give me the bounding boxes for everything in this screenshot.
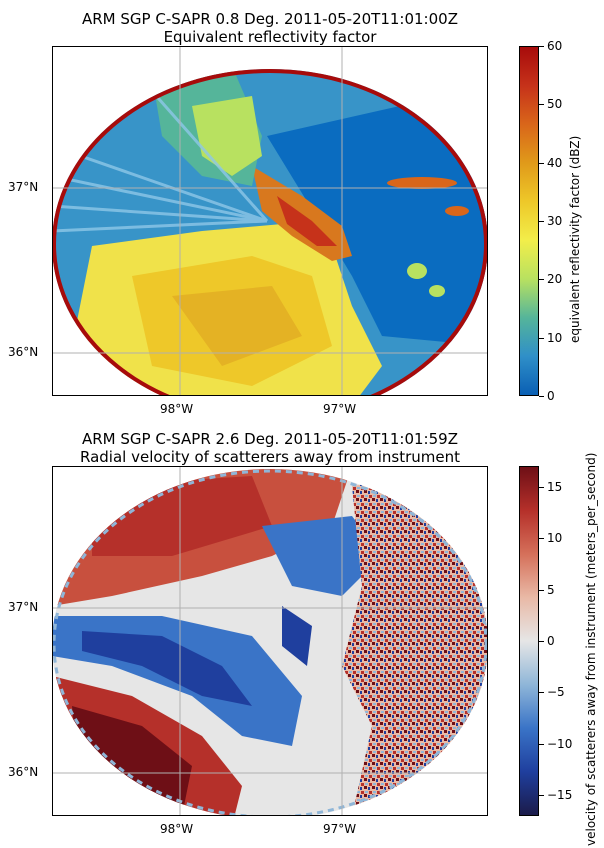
colorbar-tick [539, 795, 544, 797]
colorbar-tick [539, 589, 544, 591]
colorbar-tick [539, 337, 544, 339]
reflectivity-colorbar-ticks: 0 10 20 30 40 50 60 [539, 40, 569, 402]
reflectivity-colorbar-label: equivalent reflectivity factor (dBZ) [568, 135, 582, 343]
panel2-lat-label-36: 36°N [8, 765, 39, 779]
colorbar-tick [539, 104, 544, 106]
colorbar-tick-label: 0 [547, 389, 555, 403]
colorbar-tick-label: 10 [547, 330, 563, 345]
colorbar-tick-label: −10 [547, 736, 573, 751]
panel2-lat-label-37: 37°N [8, 600, 39, 614]
colorbar-tick [539, 486, 544, 488]
colorbar-tick-label: 50 [547, 97, 563, 112]
velocity-map [52, 466, 488, 816]
panel2-title-line1: ARM SGP C-SAPR 2.6 Deg. 2011-05-20T11:01… [82, 430, 458, 448]
panel1-lon-label-98: 98°W [160, 402, 194, 416]
colorbar-tick-label: 60 [547, 39, 563, 53]
panel1-title-line2: Equivalent reflectivity factor [163, 28, 377, 46]
reflectivity-colorbar [519, 46, 539, 396]
colorbar-tick [539, 743, 544, 745]
colorbar-tick [539, 692, 544, 694]
panel1-lat-label-36: 36°N [8, 345, 39, 359]
reflectivity-map [52, 46, 488, 396]
colorbar-tick-label: 20 [547, 272, 563, 287]
colorbar-tick [539, 641, 544, 642]
colorbar-tick-label: 0 [547, 634, 555, 648]
velocity-colorbar-label: velocity of scatterers away from instrum… [584, 452, 598, 846]
colorbar-tick [539, 538, 544, 540]
colorbar-tick-label: 15 [547, 479, 563, 494]
panel1-title: ARM SGP C-SAPR 0.8 Deg. 2011-05-20T11:01… [52, 10, 488, 46]
velocity-colorbar-ticks: 15 10 5 0 −5 −10 −15 [539, 466, 573, 816]
colorbar-tick [539, 279, 544, 281]
colorbar-tick-label: −15 [547, 788, 573, 803]
colorbar-tick-label: 10 [547, 531, 563, 546]
panel2-title-line2: Radial velocity of scatterers away from … [79, 448, 461, 466]
colorbar-tick-label: −5 [547, 685, 565, 700]
panel1-lon-label-97: 97°W [323, 402, 357, 416]
colorbar-tick [539, 46, 544, 47]
colorbar-tick [539, 221, 544, 222]
colorbar-tick-label: 30 [547, 214, 563, 228]
colorbar-tick [539, 396, 544, 397]
velocity-colorbar [519, 466, 539, 816]
colorbar-tick-label: 40 [547, 155, 563, 170]
panel2-title: ARM SGP C-SAPR 2.6 Deg. 2011-05-20T11:01… [52, 430, 488, 466]
panel2-lon-label-97: 97°W [323, 822, 357, 836]
panel1-title-line1: ARM SGP C-SAPR 0.8 Deg. 2011-05-20T11:01… [82, 10, 458, 28]
colorbar-tick [539, 162, 544, 164]
panel2-lon-label-98: 98°W [160, 822, 194, 836]
colorbar-tick-label: 5 [547, 582, 555, 597]
panel1-lat-label-37: 37°N [8, 180, 39, 194]
